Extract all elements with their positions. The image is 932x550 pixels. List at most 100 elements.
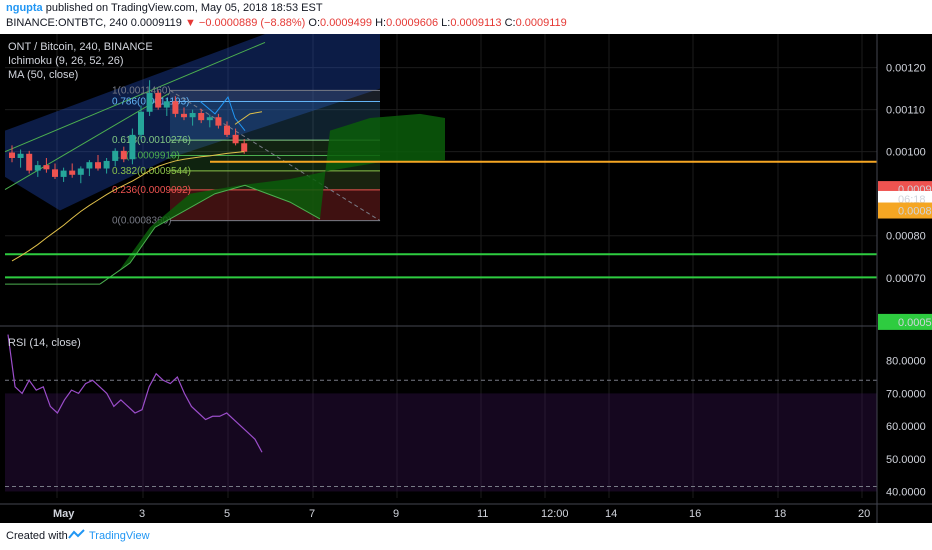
fib-level-label: 0.5(0.0009910) xyxy=(112,150,180,161)
rsi-axis-label: 70.0000 xyxy=(886,388,926,400)
last-price: 0.0009119 xyxy=(130,17,182,29)
time-axis-label: 5 xyxy=(224,508,230,520)
price-change: −0.0000889 (−8.88%) xyxy=(198,17,306,29)
fib-level-label: 0.618(0.0010276) xyxy=(112,135,191,146)
close-value: 0.0009119 xyxy=(515,17,567,29)
ichimoku-span-b xyxy=(99,184,321,285)
high-value: 0.0009606 xyxy=(386,17,439,29)
open-label: O: xyxy=(308,17,321,29)
published-text: published on TradingView.com, May 05, 20… xyxy=(45,2,323,14)
rsi-axis-label: 40.0000 xyxy=(886,486,926,498)
author-link[interactable]: ngupta xyxy=(6,2,43,14)
fib-level-label: 0.382(0.0009544) xyxy=(112,166,191,177)
time-axis-label: May xyxy=(53,508,75,520)
price-axis-label: 0.00080 xyxy=(886,231,926,243)
legend-rsi: RSI (14, close) xyxy=(8,337,81,349)
chart-background xyxy=(0,34,932,523)
price-chart[interactable]: 1(0.0011460)0.786(0.0011193)0.618(0.0010… xyxy=(0,34,932,523)
fib-level-label: 1(0.0011460) xyxy=(112,85,171,96)
candle-body xyxy=(120,150,127,160)
candle-body xyxy=(26,153,33,171)
candle-body xyxy=(241,143,248,152)
candle-body xyxy=(95,162,101,169)
fib-level-label: 0.236(0.0009092) xyxy=(112,185,191,196)
fib-trend-line xyxy=(169,89,381,222)
price-tag xyxy=(878,313,932,330)
rsi-axis-label: 50.0000 xyxy=(886,454,926,466)
rsi-axis-label: 80.0000 xyxy=(886,356,926,368)
candle-body xyxy=(189,113,196,118)
low-label: L: xyxy=(441,17,451,29)
candle-body xyxy=(69,170,76,175)
candle-body xyxy=(146,92,153,112)
legend-title: ONT / Bitcoin, 240, BINANCE xyxy=(8,41,153,53)
time-axis-label: 7 xyxy=(309,508,315,520)
price-axis-label: 0.00120 xyxy=(886,63,926,75)
candle-body xyxy=(77,168,84,175)
price-tag xyxy=(878,202,932,219)
ichimoku-lagging-line xyxy=(234,111,263,125)
time-axis-label: 9 xyxy=(393,508,399,520)
candle-body xyxy=(172,101,179,114)
publish-line: ngupta published on TradingView.com, May… xyxy=(6,2,323,14)
candle-body xyxy=(232,134,239,144)
candle-body xyxy=(60,170,67,177)
time-axis-label: 14 xyxy=(605,508,617,520)
ma50-line xyxy=(11,151,245,262)
price-pane[interactable]: 1(0.0011460)0.786(0.0011193)0.618(0.0010… xyxy=(0,34,932,523)
candle-body xyxy=(206,117,213,121)
tradingview-logo-icon[interactable] xyxy=(68,528,86,542)
time-axis-label: 20 xyxy=(858,508,870,520)
candle-body xyxy=(129,134,136,160)
candle-body xyxy=(43,165,50,170)
legend-ichimoku: Ichimoku (9, 26, 52, 26) xyxy=(8,55,124,67)
time-axis-label: 16 xyxy=(689,508,701,520)
fib-level-label: 0(0.0008360) xyxy=(112,216,172,227)
candle-body xyxy=(52,169,58,177)
candle-body xyxy=(103,160,110,169)
close-label: C: xyxy=(504,17,516,29)
candle-body xyxy=(17,153,24,158)
time-axis-label: 3 xyxy=(139,508,145,520)
rsi-axis-label: 60.0000 xyxy=(886,421,926,433)
axes: 0.00120 0.00110 0.00100 0.00080 0.00070 0.000… xyxy=(0,34,932,523)
channel-mid-line xyxy=(4,41,266,153)
footer: Created with TradingView xyxy=(0,523,932,550)
candle-body xyxy=(9,152,15,158)
high-label: H: xyxy=(375,17,387,29)
legend: ONT / Bitcoin, 240, BINANCE Ichimoku (9,… xyxy=(8,41,153,349)
fib-zone xyxy=(170,90,380,102)
legend-ma: MA (50, close) xyxy=(8,69,78,81)
open-value: 0.0009499 xyxy=(320,17,373,29)
price-axis-label: 0.00070 xyxy=(886,273,926,285)
symbol-line: BINANCE:ONTBTC, 240 0.0009119 ▼ −0.00008… xyxy=(6,17,567,29)
channel-lower-line xyxy=(4,92,171,190)
ichimoku-cloud xyxy=(100,113,445,285)
candle-body xyxy=(34,165,41,171)
rsi-pane[interactable] xyxy=(5,334,877,492)
price-axis-label: 0.00110 xyxy=(886,105,925,117)
candle-body xyxy=(86,162,93,169)
tradingview-brand-link[interactable]: TradingView xyxy=(89,530,150,542)
low-value: 0.0009113 xyxy=(450,17,502,29)
candle-body xyxy=(163,101,170,108)
candle-body xyxy=(181,113,187,118)
time-axis-label: 12:00 xyxy=(541,508,569,520)
time-axis-label: 11 xyxy=(477,508,488,520)
fib-zone xyxy=(170,170,380,190)
rsi-band-fill xyxy=(5,393,877,492)
rsi-line xyxy=(7,334,263,453)
price-tag-label: 0.00059 xyxy=(898,317,932,329)
symbol-label: BINANCE:ONTBTC, 240 xyxy=(6,17,128,29)
price-tag-label: 0.00089 xyxy=(898,206,932,218)
chart-area[interactable]: 1(0.0011460)0.786(0.0011193)0.618(0.0010… xyxy=(0,34,932,523)
fib-zone xyxy=(170,140,380,156)
candle-body xyxy=(224,125,230,135)
candle-body xyxy=(198,113,205,121)
candle-body xyxy=(112,150,119,161)
candle-body xyxy=(138,111,144,135)
candle-body xyxy=(215,117,222,126)
chart-header: ngupta published on TradingView.com, May… xyxy=(0,0,932,34)
time-axis-label: 18 xyxy=(774,508,786,520)
candle-body xyxy=(155,92,162,108)
